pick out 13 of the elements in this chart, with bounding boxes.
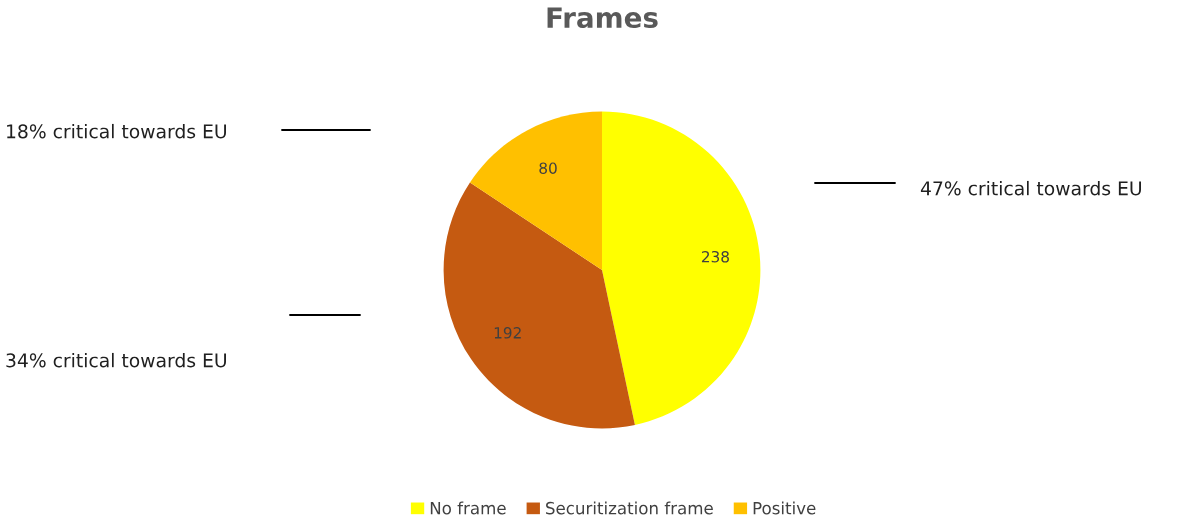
data-label: 80 [539,162,557,174]
text: 34% critical towards EU [6,352,226,368]
data-label: 192 [494,327,521,339]
legend-label: No frame [430,501,506,515]
pie-slice [443,182,635,429]
data-label: 238 [701,250,729,263]
chart-title: Frames [547,7,658,29]
legend-label: Securitization frame [546,501,713,515]
text: 47% critical towards EU [920,180,1141,196]
pie-slice [469,111,602,270]
pie-slice [602,111,761,425]
legend-label: Positive [753,501,816,515]
text: 18% critical towards EU [7,123,226,139]
